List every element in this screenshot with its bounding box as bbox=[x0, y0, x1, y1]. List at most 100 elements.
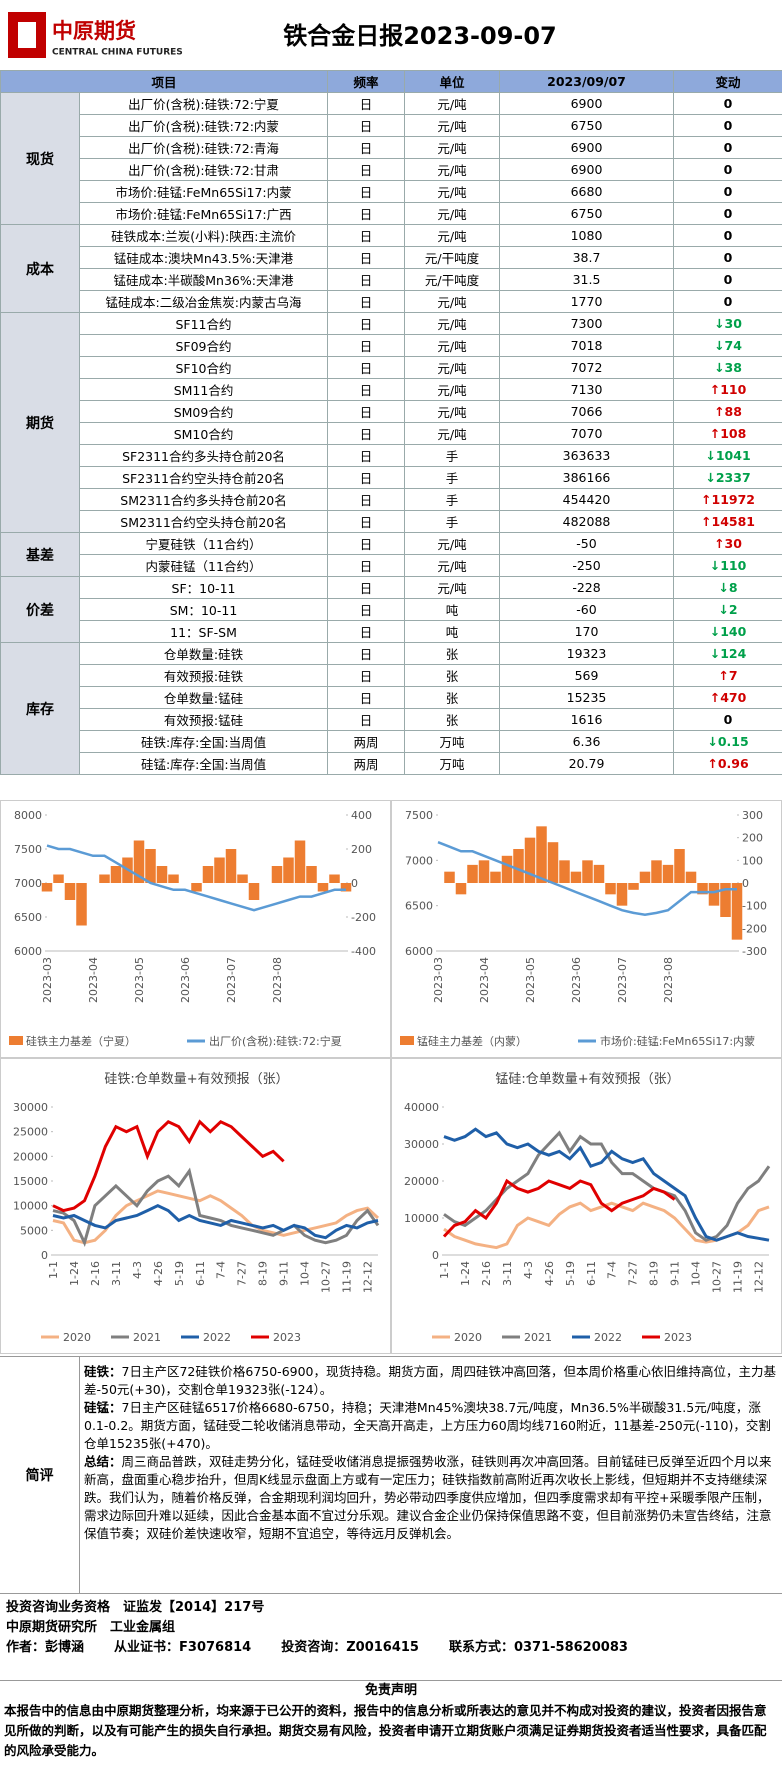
chart: 6000 6500 7000 7500 8000 -400 -200 0 200 400 2023-… bbox=[9, 809, 376, 1048]
table-row: 有效预报:硅铁日张 569 ↑7 bbox=[1, 664, 782, 687]
table-row: 现货 出厂价(含税):硅铁:72:宁夏日元/吨 6900 0 bbox=[0, 92, 782, 225]
frequency: 日 bbox=[327, 532, 406, 555]
change: 0 bbox=[673, 158, 782, 181]
item: 内蒙硅锰（11合约） bbox=[78, 554, 329, 577]
group-label: 期货 bbox=[0, 312, 80, 533]
y-tick-label: 30000 bbox=[13, 1101, 48, 1114]
bar bbox=[41, 883, 53, 892]
item: SF2311合约空头持仓前20名 bbox=[78, 466, 329, 489]
frequency: 日 bbox=[327, 686, 406, 709]
group-label: 成本 bbox=[0, 224, 80, 313]
bar bbox=[133, 840, 145, 883]
value: -228 bbox=[499, 576, 675, 599]
item: 锰硅成本:半碳酸Mn36%:天津港 bbox=[78, 268, 329, 291]
x-tick-label: 2023-08 bbox=[271, 957, 284, 1003]
header: 中原期货 CENTRAL CHINA FUTURES 铁合金日报2023-09-… bbox=[0, 0, 782, 70]
x-tick-label: 2023-04 bbox=[87, 957, 100, 1003]
x-tick-label: 1-24 bbox=[459, 1261, 472, 1286]
change: ↓30 bbox=[673, 312, 782, 335]
unit: 元/吨 bbox=[404, 422, 501, 445]
unit: 元/吨 bbox=[404, 378, 501, 401]
line bbox=[52, 1204, 379, 1240]
change: ↑11972 bbox=[673, 488, 782, 511]
item: 锰硅成本:澳块Mn43.5%:天津港 bbox=[78, 246, 329, 269]
unit: 元/吨 bbox=[404, 576, 501, 599]
bar bbox=[444, 871, 455, 883]
bar bbox=[490, 871, 501, 883]
bar bbox=[616, 883, 628, 906]
item: SF2311合约多头持仓前20名 bbox=[78, 444, 329, 467]
unit: 手 bbox=[404, 488, 501, 511]
bar bbox=[524, 837, 536, 883]
frequency: 两周 bbox=[327, 752, 406, 775]
y2-tick-label: -300 bbox=[742, 945, 767, 958]
x-tick-label: 2023-08 bbox=[662, 957, 675, 1003]
frequency: 日 bbox=[327, 312, 406, 335]
x-tick-label: 7-27 bbox=[236, 1261, 249, 1286]
legend-label: 2020 bbox=[63, 1331, 91, 1344]
item: 出厂价(含税):硅铁:72:内蒙 bbox=[78, 114, 329, 137]
paragraph-lead: 硅锰： bbox=[84, 1400, 122, 1415]
bar bbox=[639, 871, 651, 883]
change: ↑470 bbox=[673, 686, 782, 709]
chart-panel: 锰硅:仓单数量+有效预报（张） 0 10000 20000 30000 40000 1-1 1… bbox=[391, 1058, 782, 1354]
logo-inner bbox=[18, 22, 36, 48]
change: ↓2337 bbox=[673, 466, 782, 489]
value: 1616 bbox=[499, 708, 675, 731]
y2-tick-label: 200 bbox=[351, 843, 372, 856]
unit: 万吨 bbox=[404, 752, 501, 775]
y-tick-label: 7000 bbox=[14, 877, 42, 890]
unit: 手 bbox=[404, 510, 501, 533]
change: ↑0.96 bbox=[673, 752, 782, 775]
x-tick-label: 1-1 bbox=[438, 1261, 451, 1279]
unit: 元/吨 bbox=[404, 224, 501, 247]
unit: 元/吨 bbox=[404, 554, 501, 577]
column-header: 变动 bbox=[673, 70, 782, 93]
x-tick-label: 4-3 bbox=[131, 1261, 144, 1279]
legend-label: 2020 bbox=[454, 1331, 482, 1344]
frequency: 日 bbox=[327, 400, 406, 423]
consult: 投资咨询：Z0016415 bbox=[281, 1640, 419, 1655]
item: SM2311合约空头持仓前20名 bbox=[78, 510, 329, 533]
table-row: 硅锰:库存:全国:当周值 两周 万吨 20.79 ↑0.96 bbox=[1, 752, 782, 775]
value: 7072 bbox=[499, 356, 675, 379]
frequency: 日 bbox=[327, 246, 406, 269]
bar bbox=[501, 855, 513, 883]
unit: 元/吨 bbox=[404, 312, 501, 335]
header-row: 项目 频率 单位 2023/09/07 变动 bbox=[0, 70, 782, 93]
table-row: 锰硅成本:半碳酸Mn36%:天津港日元/干吨度 31.5 0 bbox=[1, 268, 782, 291]
bar bbox=[168, 874, 179, 883]
footer: 投资咨询业务资格 证监发【2014】217号 中原期货研究所 工业金属组 作者：… bbox=[6, 1598, 776, 1658]
x-tick-label: 11-19 bbox=[341, 1261, 354, 1293]
bar bbox=[708, 883, 720, 906]
chart-title: 锰硅:仓单数量+有效预报（张） bbox=[495, 1072, 679, 1087]
table-row: 市场价:硅锰:FeMn65Si17:内蒙日元/吨 6680 0 bbox=[1, 180, 782, 203]
value: 569 bbox=[499, 664, 675, 687]
y-tick-label: 0 bbox=[432, 1249, 439, 1262]
paragraph-text: 7日主产区硅锰6517价格6680-6750，持稳；天津港Mn45%澳块38.7… bbox=[84, 1400, 771, 1451]
frequency: 日 bbox=[327, 224, 406, 247]
table-row: 期货 SF11合约日元/吨 7300 ↓30 bbox=[0, 312, 782, 533]
unit: 元/吨 bbox=[404, 400, 501, 423]
bar bbox=[340, 883, 352, 892]
value: 19323 bbox=[499, 642, 675, 665]
table-row: 锰硅成本:二级冶金焦炭:内蒙古乌海日元/吨 1770 0 bbox=[1, 290, 782, 313]
frequency: 日 bbox=[327, 576, 406, 599]
item: 市场价:硅锰:FeMn65Si17:内蒙 bbox=[78, 180, 329, 203]
bar bbox=[605, 883, 616, 895]
item: SM：10-11 bbox=[78, 598, 329, 621]
value: 6680 bbox=[499, 180, 675, 203]
item: 硅铁成本:兰炭(小料):陕西:主流价 bbox=[78, 224, 329, 247]
change: ↓8 bbox=[673, 576, 782, 599]
y-tick-label: 7000 bbox=[405, 854, 433, 867]
bar bbox=[570, 871, 582, 883]
x-tick-label: 12-12 bbox=[362, 1261, 375, 1293]
paragraph: 硅铁：7日主产区72硅铁价格6750-6900，现货持稳。期货方面，周四硅铁冲高… bbox=[84, 1363, 776, 1399]
column-header: 单位 bbox=[404, 70, 501, 93]
bar bbox=[110, 866, 122, 883]
table-row: 锰硅成本:澳块Mn43.5%:天津港日元/干吨度 38.7 0 bbox=[1, 246, 782, 269]
y-tick-label: 30000 bbox=[404, 1138, 439, 1151]
bar bbox=[478, 860, 490, 883]
unit: 手 bbox=[404, 444, 501, 467]
unit: 手 bbox=[404, 466, 501, 489]
